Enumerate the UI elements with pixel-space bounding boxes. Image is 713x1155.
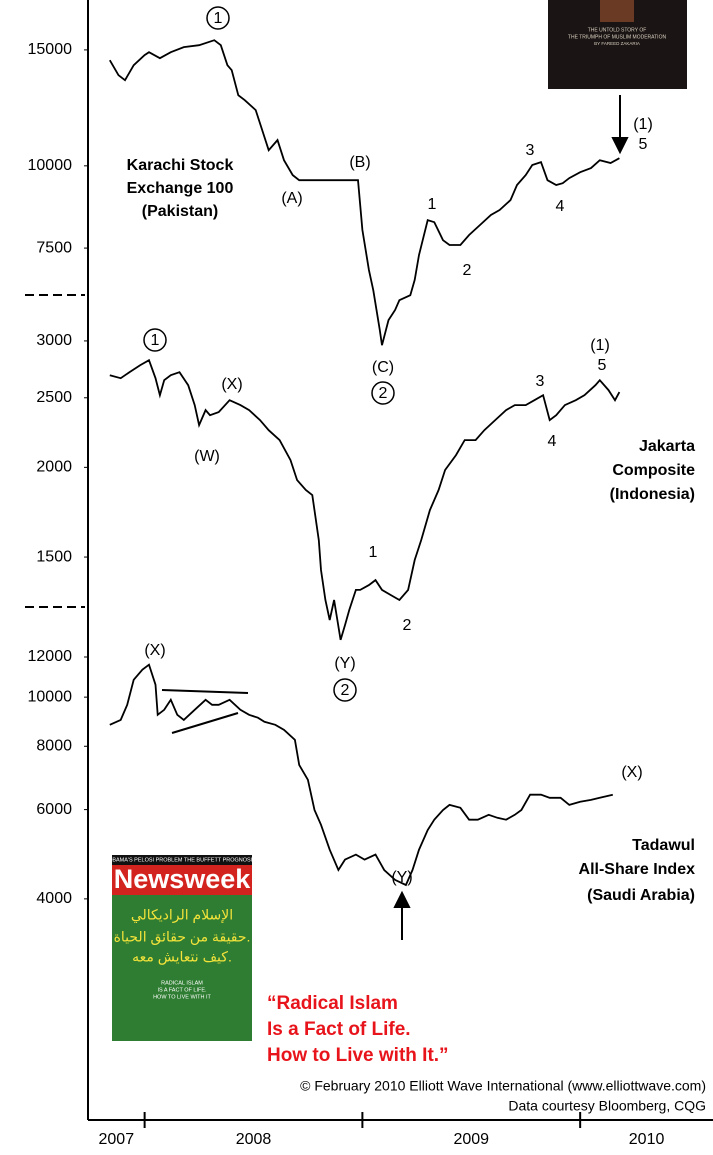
quote-line: How to Live with It.” (267, 1045, 449, 1066)
wave-label: (1) (633, 116, 653, 133)
wave-label: (B) (349, 154, 370, 171)
x-tick-label: 2010 (629, 1131, 665, 1148)
wave-label: 5 (639, 136, 648, 153)
copyright: © February 2010 Elliott Wave Internation… (300, 1078, 706, 1094)
book-text: THE TRIUMPH OF MUSLIM MODERATION (568, 34, 667, 40)
panel-title: (Indonesia) (610, 486, 695, 503)
wave-label: 2 (403, 617, 412, 634)
panel-title: Exchange 100 (127, 180, 234, 197)
wave-label: 2 (463, 262, 472, 279)
arabic-line: كيف نتعايش معه. (132, 949, 232, 966)
masthead: Newsweek (114, 864, 252, 894)
panel-title: Karachi Stock (127, 157, 234, 174)
wave-label: (X) (221, 376, 242, 393)
x-tick-label: 2008 (236, 1131, 272, 1148)
y-tick-label: 7500 (36, 239, 72, 256)
y-tick-label: 8000 (36, 737, 72, 754)
panel-title: Jakarta (639, 438, 695, 455)
wave-label: (A) (281, 190, 302, 207)
cover-box-text: RADICAL ISLAM (161, 980, 203, 986)
y-tick-label: 4000 (36, 890, 72, 907)
wave-label: (X) (621, 764, 642, 781)
y-tick-label: 10000 (28, 688, 73, 705)
arrow (395, 893, 409, 940)
x-tick-label: 2007 (99, 1131, 135, 1148)
arrow (613, 95, 627, 152)
price-line (110, 665, 613, 885)
book-text: THE UNTOLD STORY OF (588, 27, 647, 33)
wave-label: (W) (194, 448, 220, 465)
price-line (110, 360, 620, 640)
y-tick-label: 3000 (36, 332, 72, 349)
wave-label: 4 (548, 433, 557, 450)
y-tick-label: 12000 (28, 648, 73, 665)
y-tick-label: 2000 (36, 459, 72, 476)
wave-label: (C) (372, 359, 394, 376)
wave-label: (X) (144, 642, 165, 659)
wave-label: 1 (369, 544, 378, 561)
credit: Data courtesy Bloomberg, CQG (508, 1098, 706, 1114)
wave-label: 3 (536, 373, 545, 390)
wave-label: 1 (151, 332, 160, 349)
y-tick-label: 6000 (36, 801, 72, 818)
magazine-cover: OBAMA'S PELOSI PROBLEM THE BUFFETT PROGN… (108, 855, 256, 1041)
book-text: BY FAREED ZAKARIA (594, 41, 640, 46)
panel-title: Tadawul (632, 837, 695, 854)
wave-label: 5 (598, 357, 607, 374)
wave-label: 2 (341, 682, 350, 699)
panel-title: (Pakistan) (142, 203, 218, 220)
wave-label: 3 (526, 142, 535, 159)
book-cover: THE UNTOLD STORY OF THE TRIUMPH OF MUSLI… (548, 0, 687, 89)
y-tick-label: 1500 (36, 548, 72, 565)
arabic-line: حقيقة من حقائق الحياة. (114, 929, 251, 946)
wave-label: 2 (379, 385, 388, 402)
book-photo (600, 0, 634, 22)
y-tick-label: 10000 (28, 157, 73, 174)
cover-box-text: IS A FACT OF LIFE. (157, 987, 207, 993)
triangle-line (172, 713, 238, 733)
wave-label: (Y) (334, 655, 355, 672)
arabic-line: الإسلام الراديكالي (131, 907, 233, 924)
cover-box-text: HOW TO LIVE WITH IT (153, 994, 211, 1000)
triangle-line (162, 690, 248, 693)
wave-label: 4 (556, 198, 565, 215)
quote-line: Is a Fact of Life. (267, 1019, 411, 1040)
panel-title: (Saudi Arabia) (587, 887, 695, 904)
wave-label: (1) (590, 337, 610, 354)
y-tick-label: 15000 (28, 41, 73, 58)
wave-label: 1 (428, 196, 437, 213)
chart: THE UNTOLD STORY OF THE TRIUMPH OF MUSLI… (0, 0, 713, 1155)
cover-banner-text: OBAMA'S PELOSI PROBLEM THE BUFFETT PROGN… (108, 857, 256, 863)
panel-title: All-Share Index (579, 861, 696, 878)
x-tick-label: 2009 (453, 1131, 489, 1148)
wave-label: 1 (214, 10, 223, 27)
quote-line: “Radical Islam (267, 993, 398, 1014)
panel-title: Composite (612, 462, 695, 479)
y-tick-label: 2500 (36, 389, 72, 406)
